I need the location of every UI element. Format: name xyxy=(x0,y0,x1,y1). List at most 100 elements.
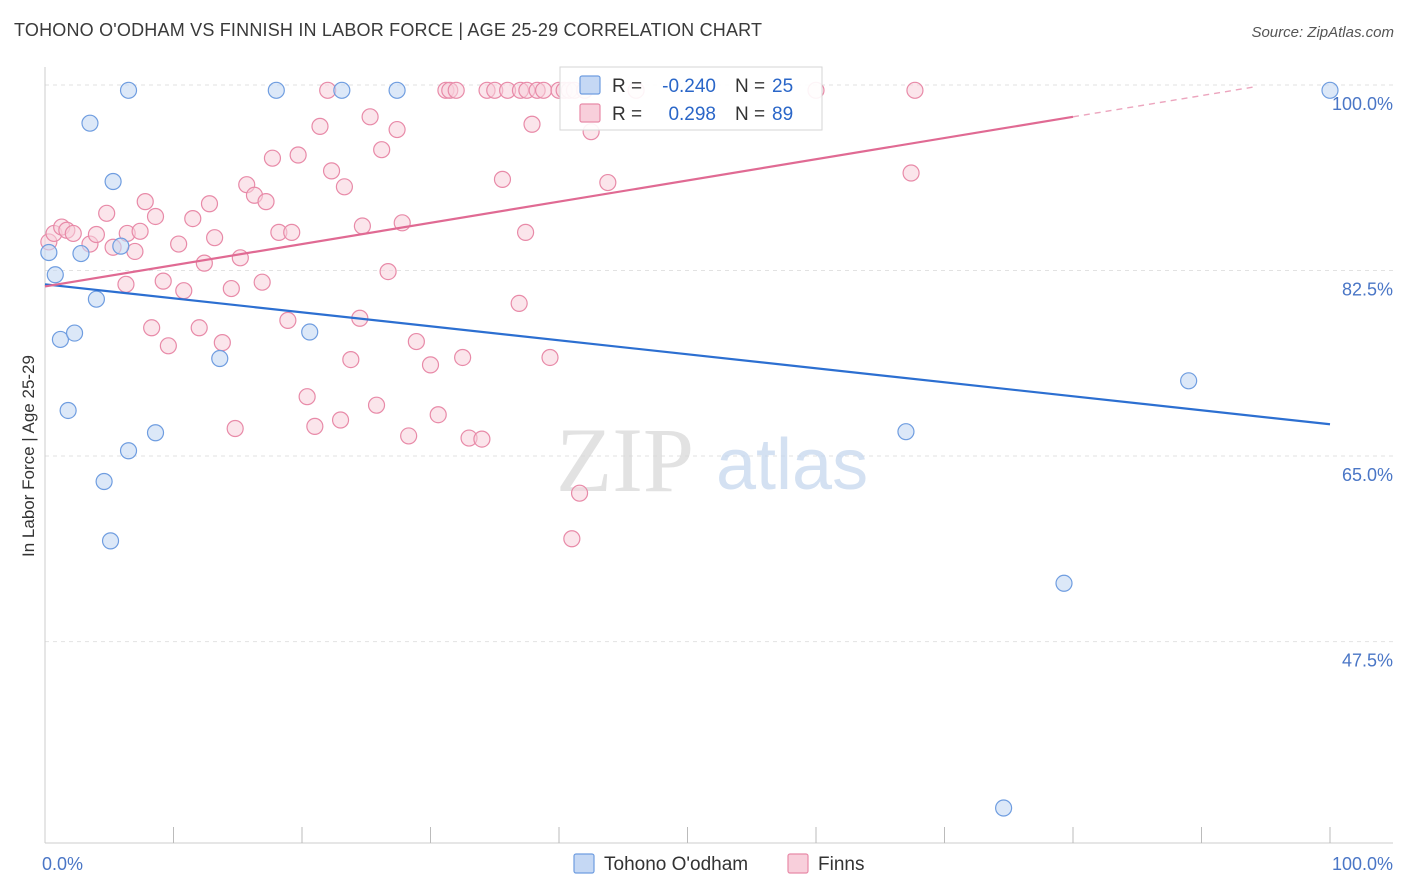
finns-point-84 xyxy=(510,294,528,313)
tohono-point-3 xyxy=(59,401,77,420)
legend-r-label-pink: R = xyxy=(612,104,642,125)
finns-point-22 xyxy=(195,254,213,272)
tohono-point-14 xyxy=(119,81,138,99)
legend-n-value-pink: 89 xyxy=(772,104,793,125)
finns-point-66 xyxy=(493,170,512,188)
finns-point-6 xyxy=(87,225,106,244)
finns-point-61 xyxy=(454,348,472,367)
finns-point-26 xyxy=(222,279,240,298)
x-tick-label-0: 0.0% xyxy=(42,854,83,874)
tohono-point-15 xyxy=(211,349,229,368)
finns-point-47 xyxy=(353,217,371,235)
y-tick-label-1: 82.5% xyxy=(1342,280,1393,300)
finns-point-37 xyxy=(289,146,307,164)
bottom-legend-label-tohono: Tohono O'odham xyxy=(604,854,748,875)
tohono-point-1 xyxy=(46,266,64,284)
finns-point-19 xyxy=(175,282,193,300)
source-label: Source: ZipAtlas.com xyxy=(1251,24,1394,41)
finns-point-49 xyxy=(367,396,386,414)
y-tick-label-0: 100.0% xyxy=(1332,94,1393,114)
tohono-points xyxy=(40,81,1339,817)
finns-point-32 xyxy=(257,193,275,211)
bottom-legend-label-finns: Finns xyxy=(818,854,864,875)
finns-point-21 xyxy=(190,319,208,337)
tohono-trend-line xyxy=(44,283,1331,426)
finns-point-35 xyxy=(279,311,297,329)
tohono-point-24 xyxy=(1321,81,1339,99)
finns-point-72 xyxy=(534,81,553,99)
finns-point-40 xyxy=(311,117,329,135)
finns-point-9 xyxy=(117,275,135,293)
finns-point-57 xyxy=(429,406,447,424)
tohono-point-10 xyxy=(119,442,138,460)
finns-point-25 xyxy=(213,334,231,352)
watermark-atlas: atlas xyxy=(716,425,868,505)
tohono-point-8 xyxy=(104,172,122,191)
tohono-point-9 xyxy=(112,237,130,255)
finns-point-44 xyxy=(335,178,354,196)
stats-legend: R = -0.240 N = 25 R = 0.298 N = 89 xyxy=(559,66,823,131)
finns-point-23 xyxy=(200,195,219,213)
tohono-point-12 xyxy=(101,532,120,550)
finns-point-70 xyxy=(523,115,541,133)
x-tick-label-1: 100.0% xyxy=(1332,854,1393,874)
finns-point-39 xyxy=(306,417,324,435)
legend-r-value-pink: 0.298 xyxy=(668,104,716,125)
tohono-point-2 xyxy=(51,330,70,349)
finns-point-38 xyxy=(298,388,316,406)
finns-point-15 xyxy=(146,207,165,226)
tohono-point-23 xyxy=(995,799,1013,817)
finns-trend-line-extension xyxy=(1072,86,1254,118)
y-tick-label-3: 47.5% xyxy=(1342,651,1393,671)
finns-trend-line xyxy=(44,115,1074,288)
finns-point-45 xyxy=(342,350,360,369)
tohono-point-16 xyxy=(267,81,285,99)
legend-n-value-blue: 25 xyxy=(772,76,793,97)
y-tick-label-2: 65.0% xyxy=(1342,465,1393,485)
finns-point-51 xyxy=(379,263,397,281)
finns-point-16 xyxy=(154,272,172,290)
legend-swatch-pink xyxy=(579,103,601,123)
finns-point-73 xyxy=(516,223,535,241)
tohono-point-5 xyxy=(81,114,99,132)
legend-r-label-blue: R = xyxy=(612,76,642,97)
finns-point-33 xyxy=(263,149,282,167)
finns-point-87 xyxy=(902,164,920,182)
finns-point-43 xyxy=(331,411,350,429)
finns-point-50 xyxy=(373,141,391,159)
tohono-point-21 xyxy=(1180,372,1198,390)
finns-point-4 xyxy=(64,224,82,243)
y-axis-title: In Labor Force | Age 25-29 xyxy=(19,355,38,557)
finns-point-7 xyxy=(98,204,116,222)
tohono-point-0 xyxy=(40,243,58,262)
x-tick-labels: 0.0% 100.0% xyxy=(42,854,1393,874)
finns-point-82 xyxy=(599,173,617,192)
finns-point-27 xyxy=(226,419,244,438)
finns-point-54 xyxy=(400,427,418,445)
tohono-point-4 xyxy=(65,324,84,342)
tohono-point-7 xyxy=(87,290,106,308)
finns-point-88 xyxy=(906,81,924,99)
finns-point-13 xyxy=(136,193,154,211)
tohono-point-6 xyxy=(72,244,90,263)
finns-point-42 xyxy=(322,162,341,180)
finns-point-20 xyxy=(184,209,202,228)
finns-point-18 xyxy=(170,235,188,253)
tohono-point-20 xyxy=(897,423,915,441)
bottom-legend-swatch-pink xyxy=(787,853,809,874)
finns-point-31 xyxy=(253,273,271,291)
stats-legend-box xyxy=(559,66,823,131)
tohono-point-17 xyxy=(301,323,319,341)
legend-swatch-blue xyxy=(579,75,601,95)
finns-point-36 xyxy=(283,223,301,241)
tohono-point-13 xyxy=(146,424,165,442)
gridlines xyxy=(45,84,1393,643)
finns-point-60 xyxy=(447,81,465,99)
finns-point-55 xyxy=(407,332,425,351)
finns-point-78 xyxy=(563,530,581,548)
legend-n-label-pink: N = xyxy=(735,104,765,125)
finns-point-79 xyxy=(570,484,589,502)
y-tick-labels: 100.0% 82.5% 65.0% 47.5% xyxy=(1332,94,1393,671)
finns-point-52 xyxy=(388,120,406,139)
